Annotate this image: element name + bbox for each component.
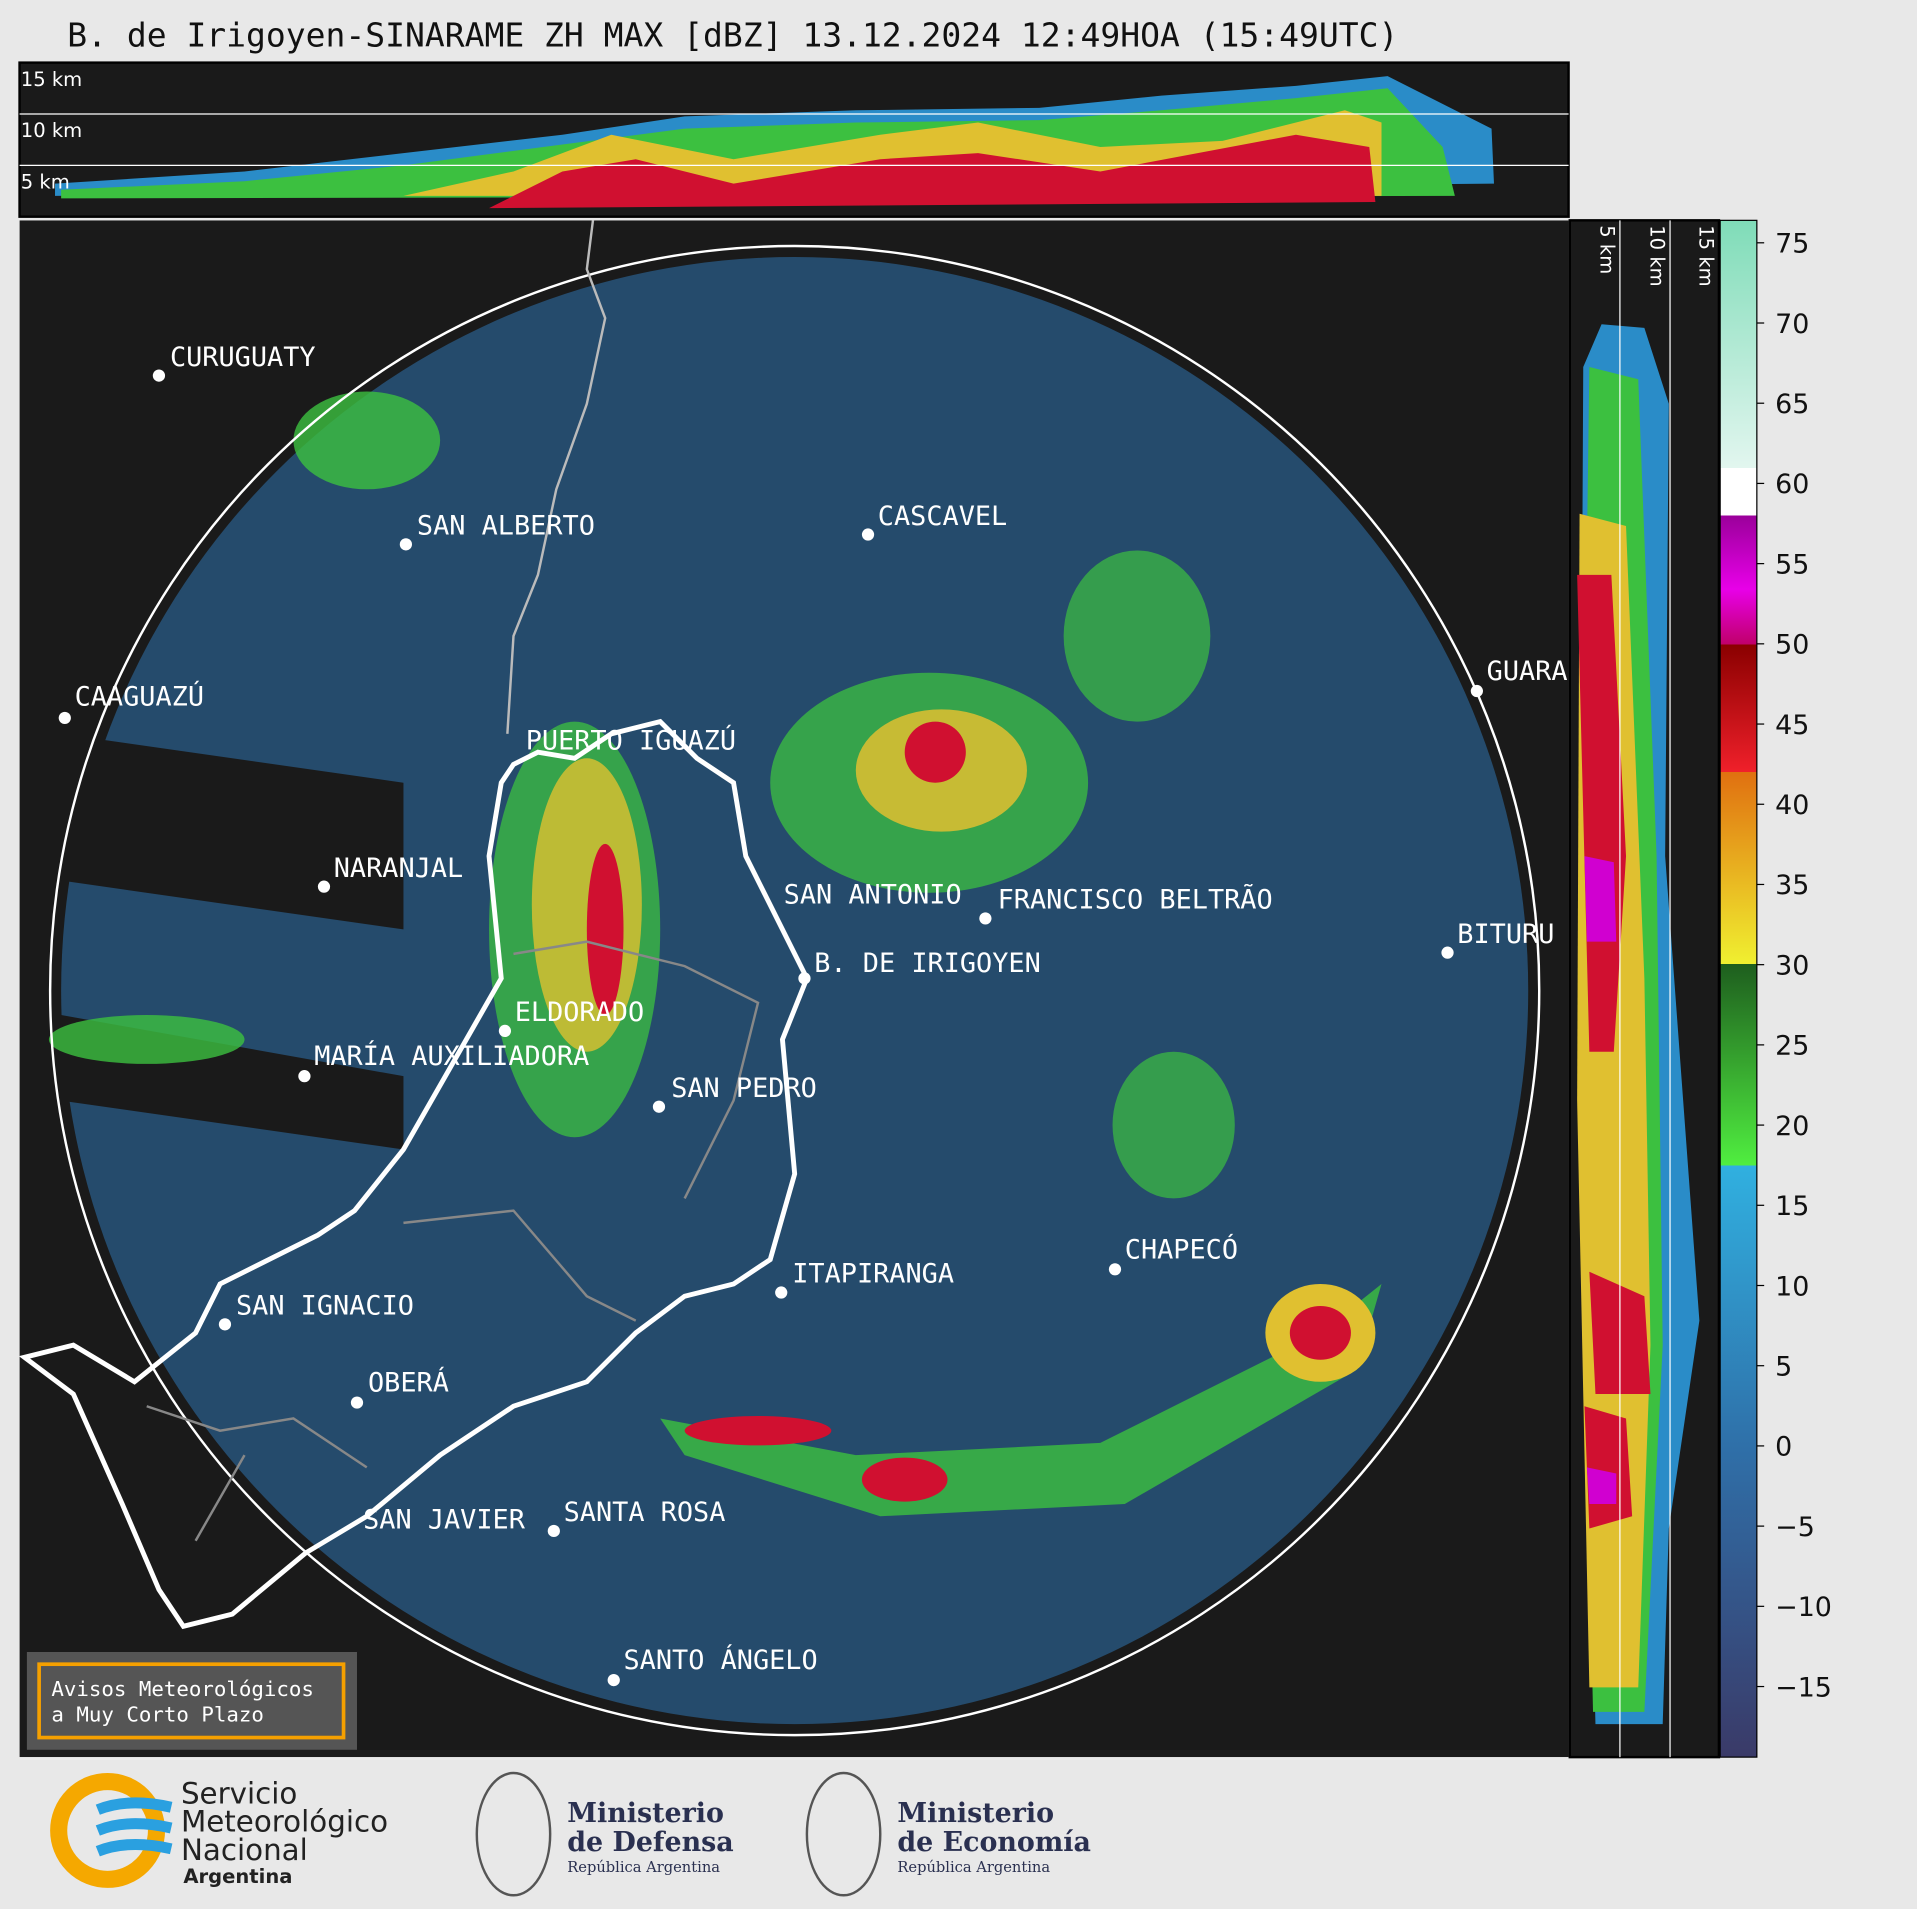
colorbar-tick-label: −10: [1775, 1592, 1832, 1623]
colorbar-tick-label: 20: [1775, 1111, 1809, 1142]
city-label: NARANJAL: [334, 853, 463, 884]
right-section: 5 km 10 km 15 km: [1568, 219, 1721, 1759]
notice-text: Avisos Meteorológicos: [51, 1677, 314, 1701]
title: B. de Irigoyen-SINARAME ZH MAX [dBZ] 13.…: [67, 16, 1398, 55]
colorbar-tick-label: 45: [1775, 710, 1809, 741]
logo-text: Meteorológico: [181, 1805, 388, 1839]
colorbar-tick-label: −5: [1775, 1512, 1815, 1543]
city-label: B. DE IRIGOYEN: [814, 948, 1041, 979]
city-label: OBERÁ: [368, 1367, 449, 1399]
city-label: SAN IGNACIO: [236, 1291, 414, 1322]
height-label: 5 km: [21, 171, 70, 194]
city-label: BITURU: [1457, 919, 1554, 950]
map: [19, 220, 1569, 1758]
city-label: SANTA ROSA: [564, 1497, 726, 1528]
colorbar-tick-label: 15: [1775, 1191, 1809, 1222]
colorbar-tick-label: 60: [1775, 469, 1809, 500]
city-label: SAN ANTONIO: [784, 880, 962, 911]
height-label: 15 km: [21, 68, 82, 91]
city-label: ELDORADO: [515, 997, 644, 1028]
colorbar-tick-label: 25: [1775, 1031, 1809, 1062]
notice-text: a Muy Corto Plazo: [51, 1703, 264, 1727]
city-label: SAN PEDRO: [671, 1073, 817, 1104]
city-label: MARÍA AUXILIADORA: [314, 1040, 589, 1072]
top-section: 15 km 10 km 5 km: [18, 61, 1570, 218]
logo-text: Argentina: [183, 1865, 292, 1888]
city-label: GUARA: [1487, 656, 1568, 687]
logo-text: de Economía: [897, 1827, 1091, 1858]
city-label: CHAPECÓ: [1125, 1233, 1238, 1265]
city-label: SANTO ÁNGELO: [624, 1644, 818, 1676]
city-label: CAAGUAZÚ: [75, 681, 204, 713]
logo-text: Ministerio: [567, 1798, 724, 1829]
logo-text: de Defensa: [567, 1827, 733, 1858]
colorbar-tick-label: 75: [1775, 229, 1809, 260]
city-label: CURUGUATY: [170, 342, 316, 373]
logo-text: Ministerio: [897, 1798, 1054, 1829]
colorbar-tick-label: 35: [1775, 870, 1809, 901]
height-label: 10 km: [21, 119, 82, 142]
logo-text: República Argentina: [567, 1859, 720, 1876]
colorbar-tick-label: 5: [1775, 1351, 1792, 1382]
colorbar-tick-label: 0: [1775, 1432, 1792, 1463]
city-label: ITAPIRANGA: [792, 1259, 954, 1290]
logo-text: República Argentina: [897, 1859, 1050, 1876]
notice-box: Avisos Meteorológicos a Muy Corto Plazo: [26, 1651, 357, 1750]
city-label: CASCAVEL: [878, 501, 1007, 532]
colorbar-tick-label: 30: [1775, 950, 1809, 981]
height-label: 5 km: [1595, 225, 1618, 274]
city-label: FRANCISCO BELTRÃO: [998, 884, 1273, 916]
logos: Servicio Meteorológico Nacional Argentin…: [50, 1771, 1091, 1897]
logo-text: Nacional: [181, 1833, 308, 1867]
colorbar-tick-label: 70: [1775, 309, 1809, 340]
logo-text: Servicio: [181, 1777, 297, 1811]
colorbar-tick-label: 55: [1775, 549, 1809, 580]
city-label: SAN JAVIER: [363, 1504, 526, 1535]
city-label: SAN ALBERTO: [417, 511, 595, 542]
cities: CURUGUATY SAN ALBERTO CAAGUAZÚ PUERTO IG…: [58, 342, 1568, 1687]
colorbar-tick-label: −15: [1775, 1672, 1832, 1703]
colorbar-tick-label: 40: [1775, 790, 1809, 821]
height-label: 15 km: [1694, 225, 1717, 286]
city-label: PUERTO IGUAZÚ: [526, 725, 736, 757]
colorbar-tick-label: 10: [1775, 1271, 1809, 1302]
height-label: 10 km: [1645, 225, 1668, 286]
colorbar-tick-label: 65: [1775, 389, 1809, 420]
colorbar-tick-label: 50: [1775, 630, 1809, 661]
